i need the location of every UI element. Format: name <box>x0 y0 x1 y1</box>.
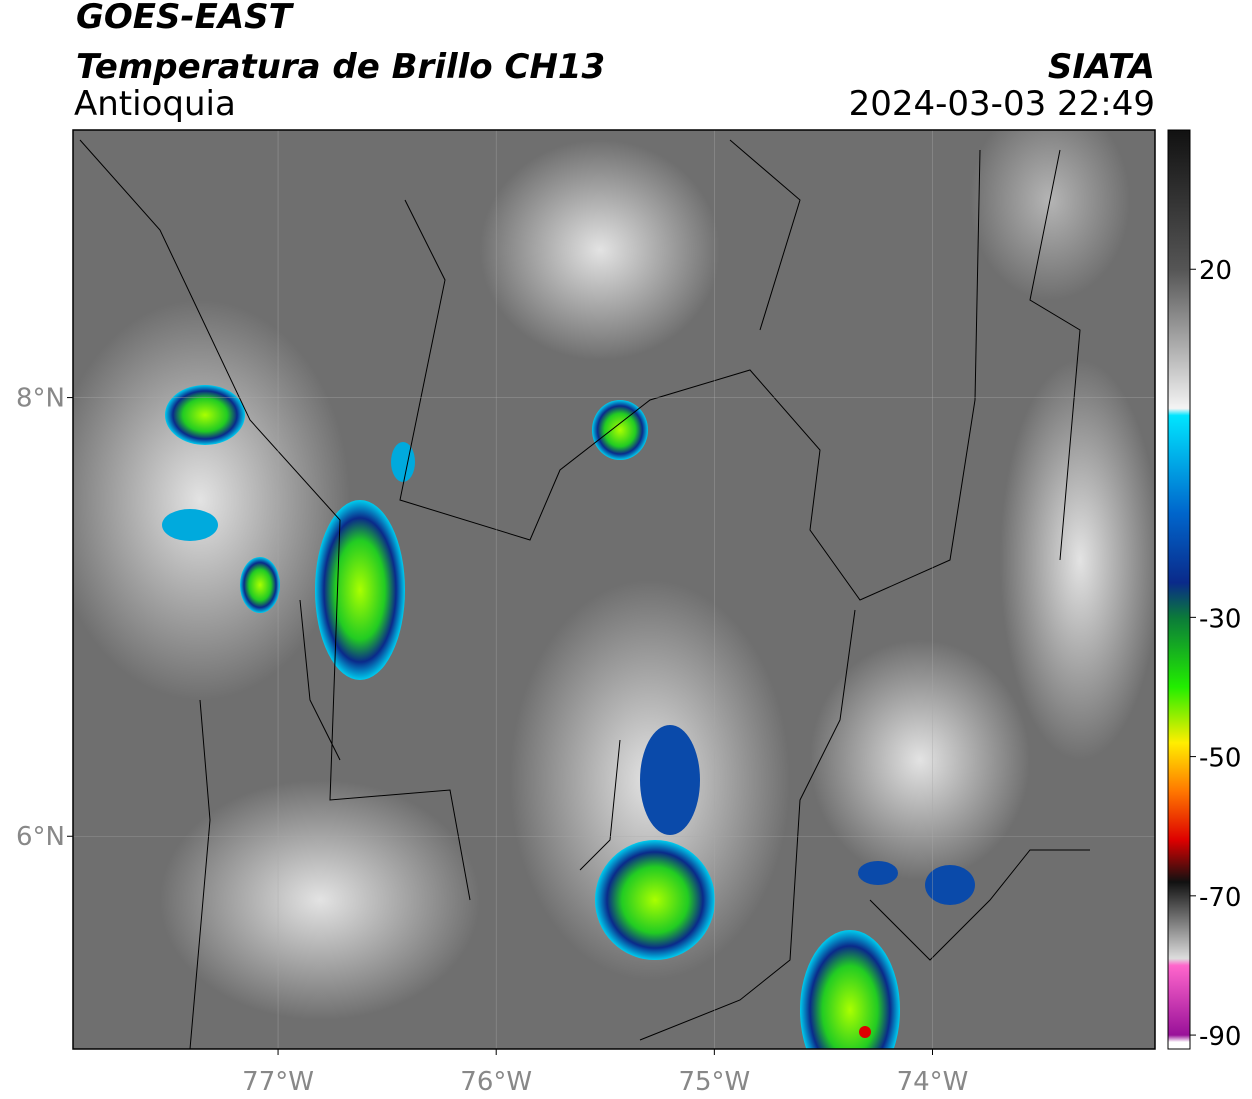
map-image <box>73 130 1155 1049</box>
timestamp: 2024-03-03 22:49 <box>849 84 1155 124</box>
grid <box>73 130 1155 1049</box>
colorbar-tick-label: -50 <box>1199 744 1241 774</box>
lon-tick-label: 77°W <box>242 1067 314 1097</box>
map-frame <box>72 129 1156 1050</box>
lat-tick-label: 6°N <box>16 822 65 852</box>
source: SIATA <box>1048 47 1155 87</box>
lon-tick-label: 76°W <box>460 1067 532 1097</box>
colorbar <box>1167 129 1191 1050</box>
colorbar-tick-label: -70 <box>1199 883 1241 913</box>
colorbar-tick-label: -30 <box>1199 604 1241 634</box>
colorbar-tick-label: -90 <box>1199 1022 1241 1052</box>
title: GOES-EAST <box>76 0 295 37</box>
colorbar-tick-label: 20 <box>1199 256 1232 286</box>
lat-tick-label: 8°N <box>16 384 65 414</box>
subtitle: Temperatura de Brillo CH13 <box>76 47 605 87</box>
lon-tick-label: 75°W <box>678 1067 750 1097</box>
region: Antioquia <box>74 84 236 124</box>
lon-tick-label: 74°W <box>897 1067 969 1097</box>
